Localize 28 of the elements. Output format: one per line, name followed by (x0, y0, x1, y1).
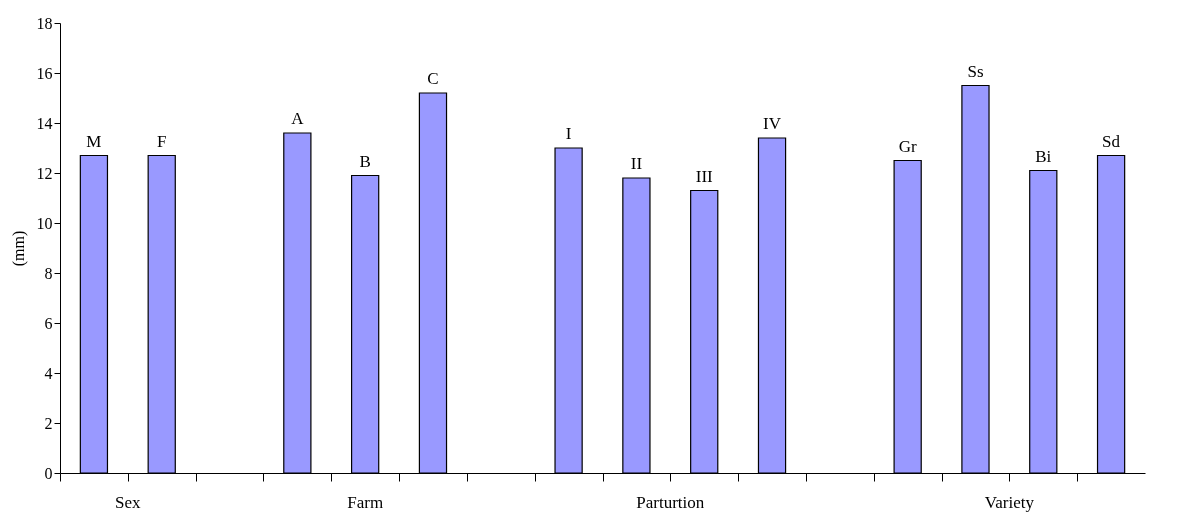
x-tick-label: B (359, 151, 371, 171)
y-tick-label: 6 (44, 314, 53, 332)
x-tick-label: I (565, 124, 572, 143)
x-tick-label: Bi (1035, 146, 1052, 166)
text: Parturtion (636, 493, 705, 512)
y-tick-label: 16 (36, 64, 53, 82)
y-tick-label: 18 (36, 14, 53, 32)
text: Farm (347, 493, 384, 512)
y-tick-label: 0 (44, 464, 53, 482)
x-tick-label: Ss (967, 61, 984, 81)
y-tick-label: 8 (44, 264, 53, 282)
y-tick-label: 12 (36, 164, 53, 182)
x-tick-label: A (291, 109, 305, 128)
y-tick-label: 14 (36, 114, 53, 132)
text: Sex (115, 493, 142, 512)
x-tick-label: F (156, 131, 167, 151)
x-tick-label: M (86, 131, 102, 151)
x-tick-label: Gr (898, 136, 917, 156)
x-tick-label: III (695, 166, 714, 186)
x-tick-label: C (427, 69, 439, 88)
x-tick-label: IV (763, 114, 782, 133)
x-tick-label: II (630, 154, 643, 173)
y-tick-label: 4 (44, 364, 53, 382)
y-axis-title: (mm) (9, 230, 28, 267)
x-tick-label: Sd (1102, 131, 1121, 151)
y-tick-label: 2 (44, 414, 53, 432)
text: Variety (984, 493, 1035, 512)
y-tick-label: 10 (36, 214, 53, 232)
